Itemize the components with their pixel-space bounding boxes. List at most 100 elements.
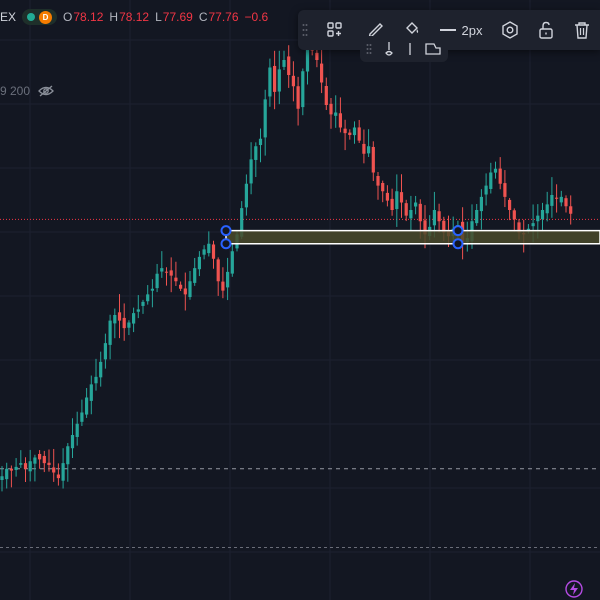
candle-body xyxy=(70,435,75,449)
ohlc-high: H 78.12 xyxy=(109,10,150,24)
candle-body xyxy=(371,146,375,173)
settings-button[interactable] xyxy=(492,10,528,50)
candle-body xyxy=(329,103,333,115)
candle-body xyxy=(559,196,563,203)
candle-body xyxy=(66,446,70,465)
candle-body xyxy=(108,320,112,345)
candle-body xyxy=(141,301,145,306)
candle-body xyxy=(113,315,117,324)
flag-icon[interactable] xyxy=(424,42,442,56)
market-status-pill[interactable]: D xyxy=(22,9,58,25)
candle-body xyxy=(498,168,502,184)
candle-body xyxy=(512,210,516,220)
candle-body xyxy=(418,203,422,222)
candle-body xyxy=(296,86,300,109)
drag-dots-icon[interactable] xyxy=(366,43,372,55)
brush-icon[interactable] xyxy=(383,41,395,57)
candle-body xyxy=(305,43,310,72)
candle-body xyxy=(47,462,51,465)
eye-hidden-icon[interactable] xyxy=(38,85,54,97)
rectangle-handle xyxy=(220,238,232,250)
line-width-button[interactable]: 2px xyxy=(430,10,492,50)
candle-body xyxy=(61,463,65,481)
candle-body xyxy=(399,192,404,203)
candle-body xyxy=(254,146,258,160)
candle-body xyxy=(146,294,150,302)
candle-body xyxy=(493,168,498,173)
candle-body xyxy=(564,198,568,207)
session-badge: D xyxy=(39,10,53,24)
lock-button[interactable] xyxy=(528,10,564,50)
candle-body xyxy=(414,202,418,207)
candle-body xyxy=(301,71,305,108)
candle-body xyxy=(211,244,216,259)
line-width-icon xyxy=(439,29,456,31)
candle-body xyxy=(315,52,319,60)
unlock-icon xyxy=(539,21,553,39)
trash-icon xyxy=(575,22,589,39)
candle-body xyxy=(117,312,122,321)
candle-body xyxy=(99,361,103,378)
text-cursor-icon[interactable] xyxy=(407,42,413,56)
candle-body xyxy=(324,85,328,105)
candle-body xyxy=(385,192,389,201)
remove-button[interactable] xyxy=(564,10,600,50)
candle-body xyxy=(489,172,493,189)
candle-body xyxy=(395,191,399,210)
candle-body xyxy=(475,210,479,224)
candle-body xyxy=(122,317,126,329)
candle-body xyxy=(42,455,46,464)
candle-body xyxy=(531,223,535,227)
ohlc-open: O 78.12 xyxy=(63,10,104,24)
candle-body xyxy=(127,322,131,328)
candle-body xyxy=(169,270,173,276)
candle-body xyxy=(23,463,28,469)
candle-body xyxy=(258,138,263,146)
candle-body xyxy=(381,182,385,192)
candle-body xyxy=(155,273,159,289)
candle-body xyxy=(517,222,521,233)
candle-body xyxy=(52,467,56,473)
candle-body xyxy=(550,195,554,206)
ohlc-close: C 77.76 xyxy=(198,10,239,24)
candle-body xyxy=(362,143,366,154)
template-button[interactable] xyxy=(312,10,358,50)
rectangle-handle xyxy=(452,238,464,250)
candle-body xyxy=(343,128,347,134)
candle-body xyxy=(89,384,93,401)
flash-icon[interactable] xyxy=(565,580,583,598)
candle-body xyxy=(9,468,13,471)
candle-body xyxy=(404,203,408,216)
candle-body xyxy=(249,159,253,184)
candle-body xyxy=(277,69,281,92)
candle-body xyxy=(0,476,4,480)
candle-body xyxy=(536,215,540,222)
candle-body xyxy=(503,183,507,197)
candle-body xyxy=(442,220,446,233)
candle-body xyxy=(188,281,192,298)
candle-body xyxy=(240,208,244,237)
candle-body xyxy=(508,199,512,210)
legend-exchange[interactable]: EX xyxy=(0,10,17,24)
candle-body xyxy=(287,56,291,75)
candle-body xyxy=(540,210,545,220)
drag-handle-icon[interactable] xyxy=(298,10,312,50)
line-width-label: 2px xyxy=(461,22,483,38)
candle-body xyxy=(150,288,154,291)
candle-body xyxy=(338,113,342,128)
candle-body xyxy=(103,343,107,360)
candle-body xyxy=(479,196,483,212)
market-open-dot-icon xyxy=(27,13,36,21)
indicator-legend: 9 200 xyxy=(0,83,54,99)
candle-body xyxy=(33,457,37,464)
candle-body xyxy=(160,268,164,272)
candle-body xyxy=(179,284,183,289)
candle-body xyxy=(334,112,338,116)
candle-body xyxy=(390,198,394,210)
rectangle-drawing xyxy=(225,229,600,245)
candle-body xyxy=(409,210,413,219)
candle-body xyxy=(545,204,549,214)
candle-body xyxy=(197,256,201,270)
